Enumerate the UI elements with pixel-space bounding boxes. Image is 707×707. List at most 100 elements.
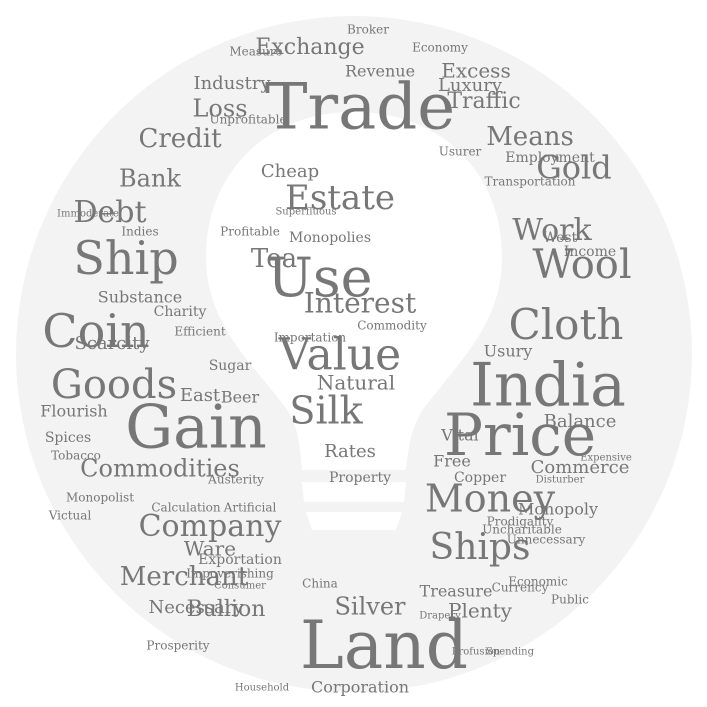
cloud-word: Ship bbox=[73, 231, 178, 285]
cloud-word: Goods bbox=[51, 362, 177, 408]
cloud-word: Loss bbox=[192, 95, 247, 123]
cloud-word: Economy bbox=[412, 41, 468, 55]
cloud-word: Broker bbox=[347, 23, 389, 37]
cloud-word: Sugar bbox=[209, 358, 252, 374]
cloud-word: Expensive bbox=[580, 453, 632, 464]
cloud-word: Transportation bbox=[484, 175, 575, 189]
cloud-word: Consumer bbox=[214, 581, 266, 592]
cloud-word: East bbox=[180, 385, 221, 406]
cloud-word: Austerity bbox=[207, 473, 264, 487]
cloud-word: Commodities bbox=[80, 455, 240, 483]
cloud-word: Beer bbox=[221, 388, 260, 407]
cloud-word: Gold bbox=[536, 149, 612, 187]
cloud-word: Plenty bbox=[448, 599, 513, 623]
cloud-word: Tobacco bbox=[51, 449, 101, 463]
cloud-word: Ware bbox=[184, 537, 236, 561]
cloud-word: Use bbox=[267, 246, 372, 309]
cloud-word: Price bbox=[444, 401, 596, 469]
cloud-word: Cheap bbox=[261, 161, 319, 182]
cloud-word: Natural bbox=[317, 371, 395, 395]
cloud-word: Corporation bbox=[311, 678, 409, 697]
cloud-word: Charity bbox=[154, 304, 207, 320]
cloud-word: Household bbox=[235, 683, 290, 694]
cloud-word: Free bbox=[433, 452, 471, 471]
cloud-word: Estate bbox=[285, 178, 395, 218]
cloud-word: Calculation bbox=[151, 501, 221, 515]
cloud-word: Revenue bbox=[345, 62, 415, 81]
cloud-word: Land bbox=[300, 607, 468, 684]
cloud-word: Tea bbox=[251, 244, 297, 274]
cloud-word: Commerce bbox=[531, 457, 630, 478]
cloud-word: Importation bbox=[274, 331, 347, 345]
cloud-word: Coin bbox=[42, 304, 149, 358]
cloud-word: Property bbox=[329, 470, 391, 486]
cloud-word: Usury bbox=[484, 342, 533, 361]
cloud-word: Employment bbox=[505, 150, 595, 166]
cloud-word: Public bbox=[551, 593, 589, 607]
cloud-word: Unnecessary bbox=[507, 533, 586, 547]
cloud-word: Traffic bbox=[447, 89, 520, 114]
cloud-word: Victual bbox=[48, 509, 92, 523]
cloud-word: Company bbox=[139, 509, 282, 544]
cloud-word: Bullion bbox=[187, 597, 266, 622]
cloud-word: Industry bbox=[193, 73, 271, 94]
cloud-word: Disturber bbox=[536, 475, 585, 486]
cloud-word: Prodigality bbox=[487, 515, 554, 529]
cloud-word: Prosperity bbox=[146, 639, 209, 653]
cloud-word: Means bbox=[486, 122, 574, 152]
cloud-word: Silk bbox=[289, 389, 363, 433]
cloud-word: Work bbox=[512, 213, 592, 248]
cloud-word: Vital bbox=[440, 426, 478, 445]
cloud-word: Substance bbox=[98, 288, 182, 307]
cloud-word: Bank bbox=[119, 165, 181, 193]
cloud-word: Money bbox=[425, 477, 556, 521]
cloud-word: Profitable bbox=[220, 225, 280, 239]
cloud-word: Measure bbox=[229, 45, 282, 59]
cloud-word: Debt bbox=[73, 195, 146, 230]
cloud-word: Scarcity bbox=[75, 333, 151, 354]
cloud-word: Superfluous bbox=[275, 207, 336, 218]
cloud-word: China bbox=[302, 577, 338, 591]
cloud-word: Spending bbox=[486, 647, 535, 658]
cloud-word: Monopolist bbox=[66, 491, 134, 505]
cloud-word: Excess bbox=[441, 59, 510, 83]
cloud-word: Cloth bbox=[509, 300, 624, 349]
cloud-word: Immoderate bbox=[57, 209, 119, 220]
cloud-word: Exportation bbox=[198, 552, 282, 568]
cloud-word: Profusion bbox=[452, 647, 501, 658]
cloud-word: Income bbox=[564, 244, 616, 260]
cloud-word: Treasure bbox=[420, 582, 493, 601]
cloud-word: Credit bbox=[138, 124, 222, 154]
cloud-word: Monopoly bbox=[518, 500, 598, 519]
cloud-word: Artificial bbox=[223, 501, 277, 515]
cloud-word: Value bbox=[278, 330, 401, 381]
cloud-word: Wool bbox=[532, 242, 631, 288]
cloud-word: Impoverishing bbox=[186, 567, 274, 581]
cloud-word: Exchange bbox=[255, 35, 364, 60]
cloud-word: Ships bbox=[430, 527, 531, 568]
cloud-word: Indies bbox=[121, 225, 158, 239]
cloud-word: Usurer bbox=[439, 145, 482, 159]
cloud-word: Drapery bbox=[419, 611, 461, 622]
cloud-word: Necessary bbox=[148, 597, 244, 618]
cloud-word: Silver bbox=[334, 593, 406, 621]
cloud-word: Monopolies bbox=[289, 230, 371, 246]
cloud-word: Rates bbox=[324, 441, 376, 462]
cloud-word: Spices bbox=[45, 430, 91, 446]
cloud-word: Uncharitable bbox=[482, 523, 562, 537]
cloud-word: West bbox=[543, 230, 578, 246]
cloud-word: Trade bbox=[265, 71, 455, 145]
cloud-word: Gain bbox=[125, 393, 267, 463]
cloud-word: Balance bbox=[544, 411, 617, 432]
cloud-word: Unprofitable bbox=[209, 113, 286, 127]
cloud-word: Efficient bbox=[174, 325, 226, 339]
cloud-word: Merchant bbox=[120, 562, 249, 592]
cloud-word: Commodity bbox=[357, 319, 427, 333]
cloud-word: Economic bbox=[508, 575, 568, 589]
cloud-word: Interest bbox=[304, 287, 417, 320]
cloud-word: Flourish bbox=[40, 402, 107, 421]
cloud-word: Luxury bbox=[438, 75, 503, 96]
lightbulb-shape bbox=[206, 112, 502, 530]
